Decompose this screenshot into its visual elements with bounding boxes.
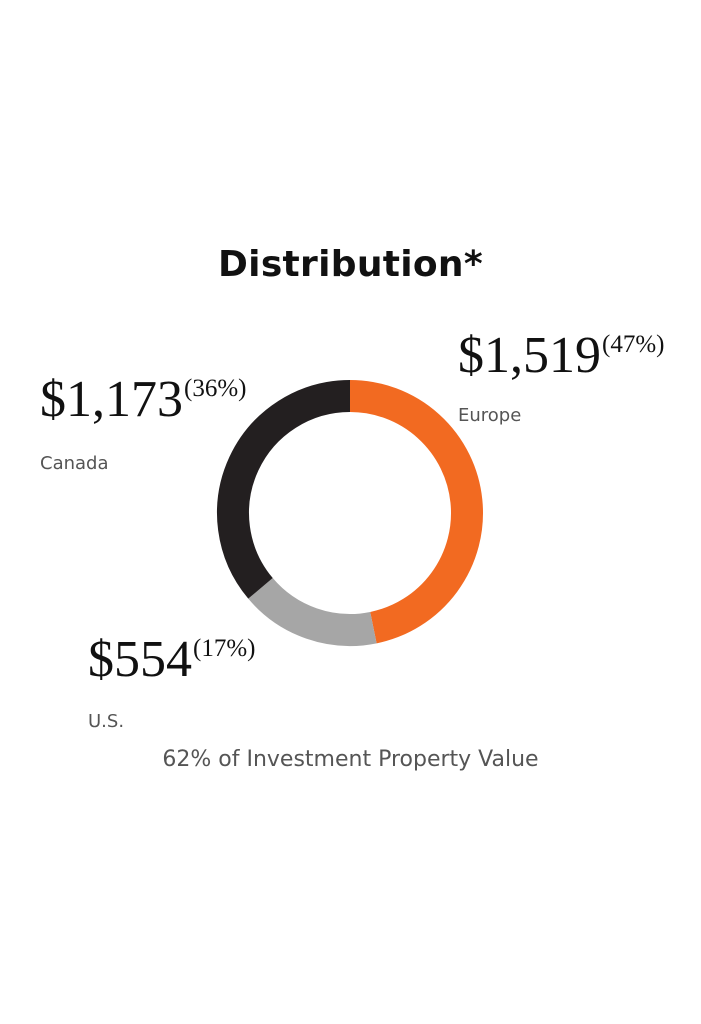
donut-slice-canada [217, 380, 351, 599]
donut-slice-europe [349, 380, 483, 644]
europe-amount: $1,519 [458, 327, 601, 384]
donut-slice-us [248, 577, 377, 646]
europe-region-label: Europe [458, 405, 522, 426]
canada-percent: (36%) [184, 375, 247, 402]
canada-region-label: Canada [40, 453, 109, 474]
europe-percent: (47%) [602, 331, 665, 358]
us-region-label: U.S. [88, 711, 125, 732]
chart-title: Distribution* [218, 244, 483, 285]
us-amount: $554 [88, 631, 192, 688]
chart-subtitle: 62% of Investment Property Value [162, 747, 539, 772]
europe-value-label: $1,519(47%) [458, 330, 664, 382]
us-value-label: $554(17%) [88, 634, 255, 686]
canada-value-label: $1,173(36%) [40, 374, 246, 426]
canada-amount: $1,173 [40, 371, 183, 428]
us-percent: (17%) [193, 635, 256, 662]
